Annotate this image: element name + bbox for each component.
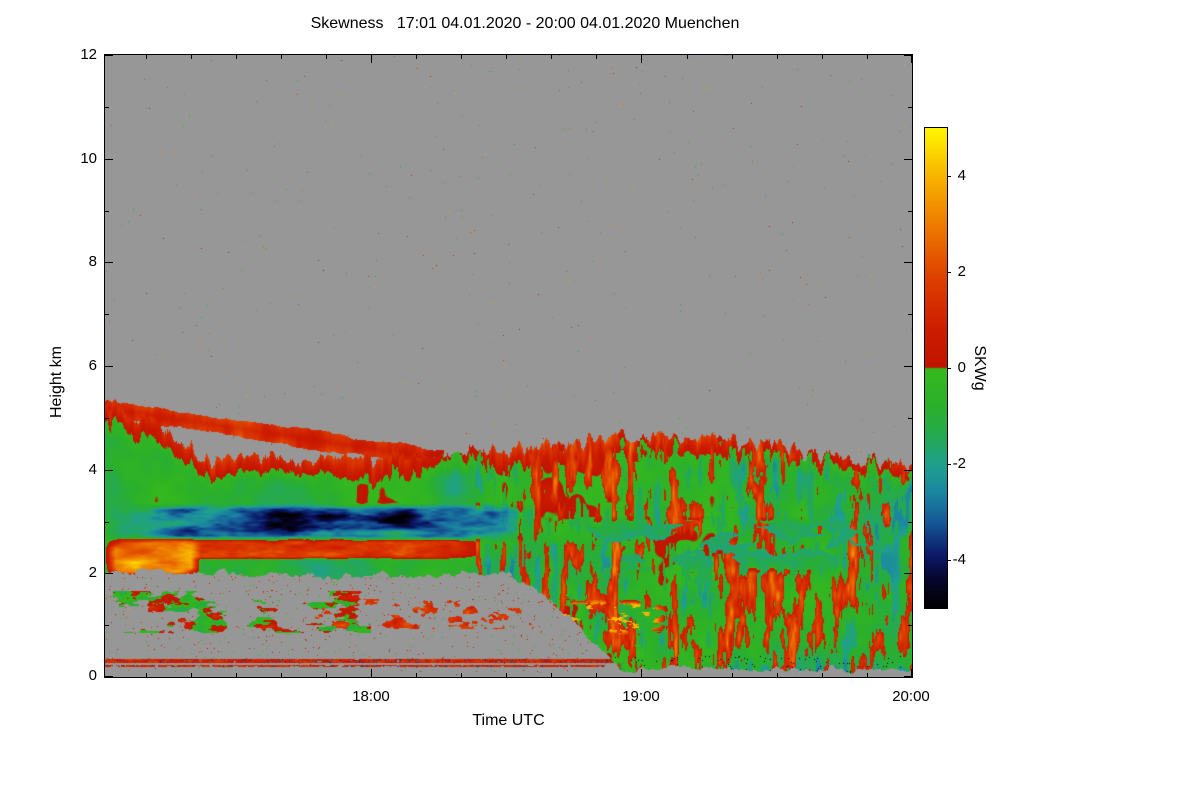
y-tick-label: 12	[80, 46, 97, 63]
colorbar-tick	[947, 560, 951, 561]
colorbar-label: SKWg	[971, 345, 988, 391]
colorbar-tick-label: 0	[957, 359, 966, 376]
x-tick-label: 18:00	[352, 688, 390, 705]
y-tick-label: 6	[88, 357, 97, 374]
colorbar-canvas	[925, 128, 947, 608]
colorbar-tick	[947, 272, 951, 273]
heatmap-canvas	[105, 55, 912, 677]
x-tick-label: 20:00	[892, 688, 930, 705]
chart-title: Skewness 17:01 04.01.2020 - 20:00 04.01.…	[310, 15, 740, 32]
colorbar-tick	[947, 464, 951, 465]
y-tick-label: 2	[88, 564, 97, 581]
colorbar-tick	[947, 176, 951, 177]
x-axis-label: Time UTC	[472, 712, 545, 729]
y-tick-label: 4	[88, 461, 97, 478]
y-tick-label: 8	[88, 253, 97, 270]
colorbar-tick-label: -4	[952, 551, 966, 568]
x-tick-label: 19:00	[622, 688, 660, 705]
colorbar-tick	[947, 368, 951, 369]
y-tick-label: 10	[80, 150, 97, 167]
plot-frame	[104, 54, 913, 678]
y-tick-label: 0	[88, 667, 97, 684]
colorbar-tick-label: -2	[952, 455, 966, 472]
colorbar-tick-label: 4	[957, 167, 966, 184]
colorbar-tick-label: 2	[957, 263, 966, 280]
